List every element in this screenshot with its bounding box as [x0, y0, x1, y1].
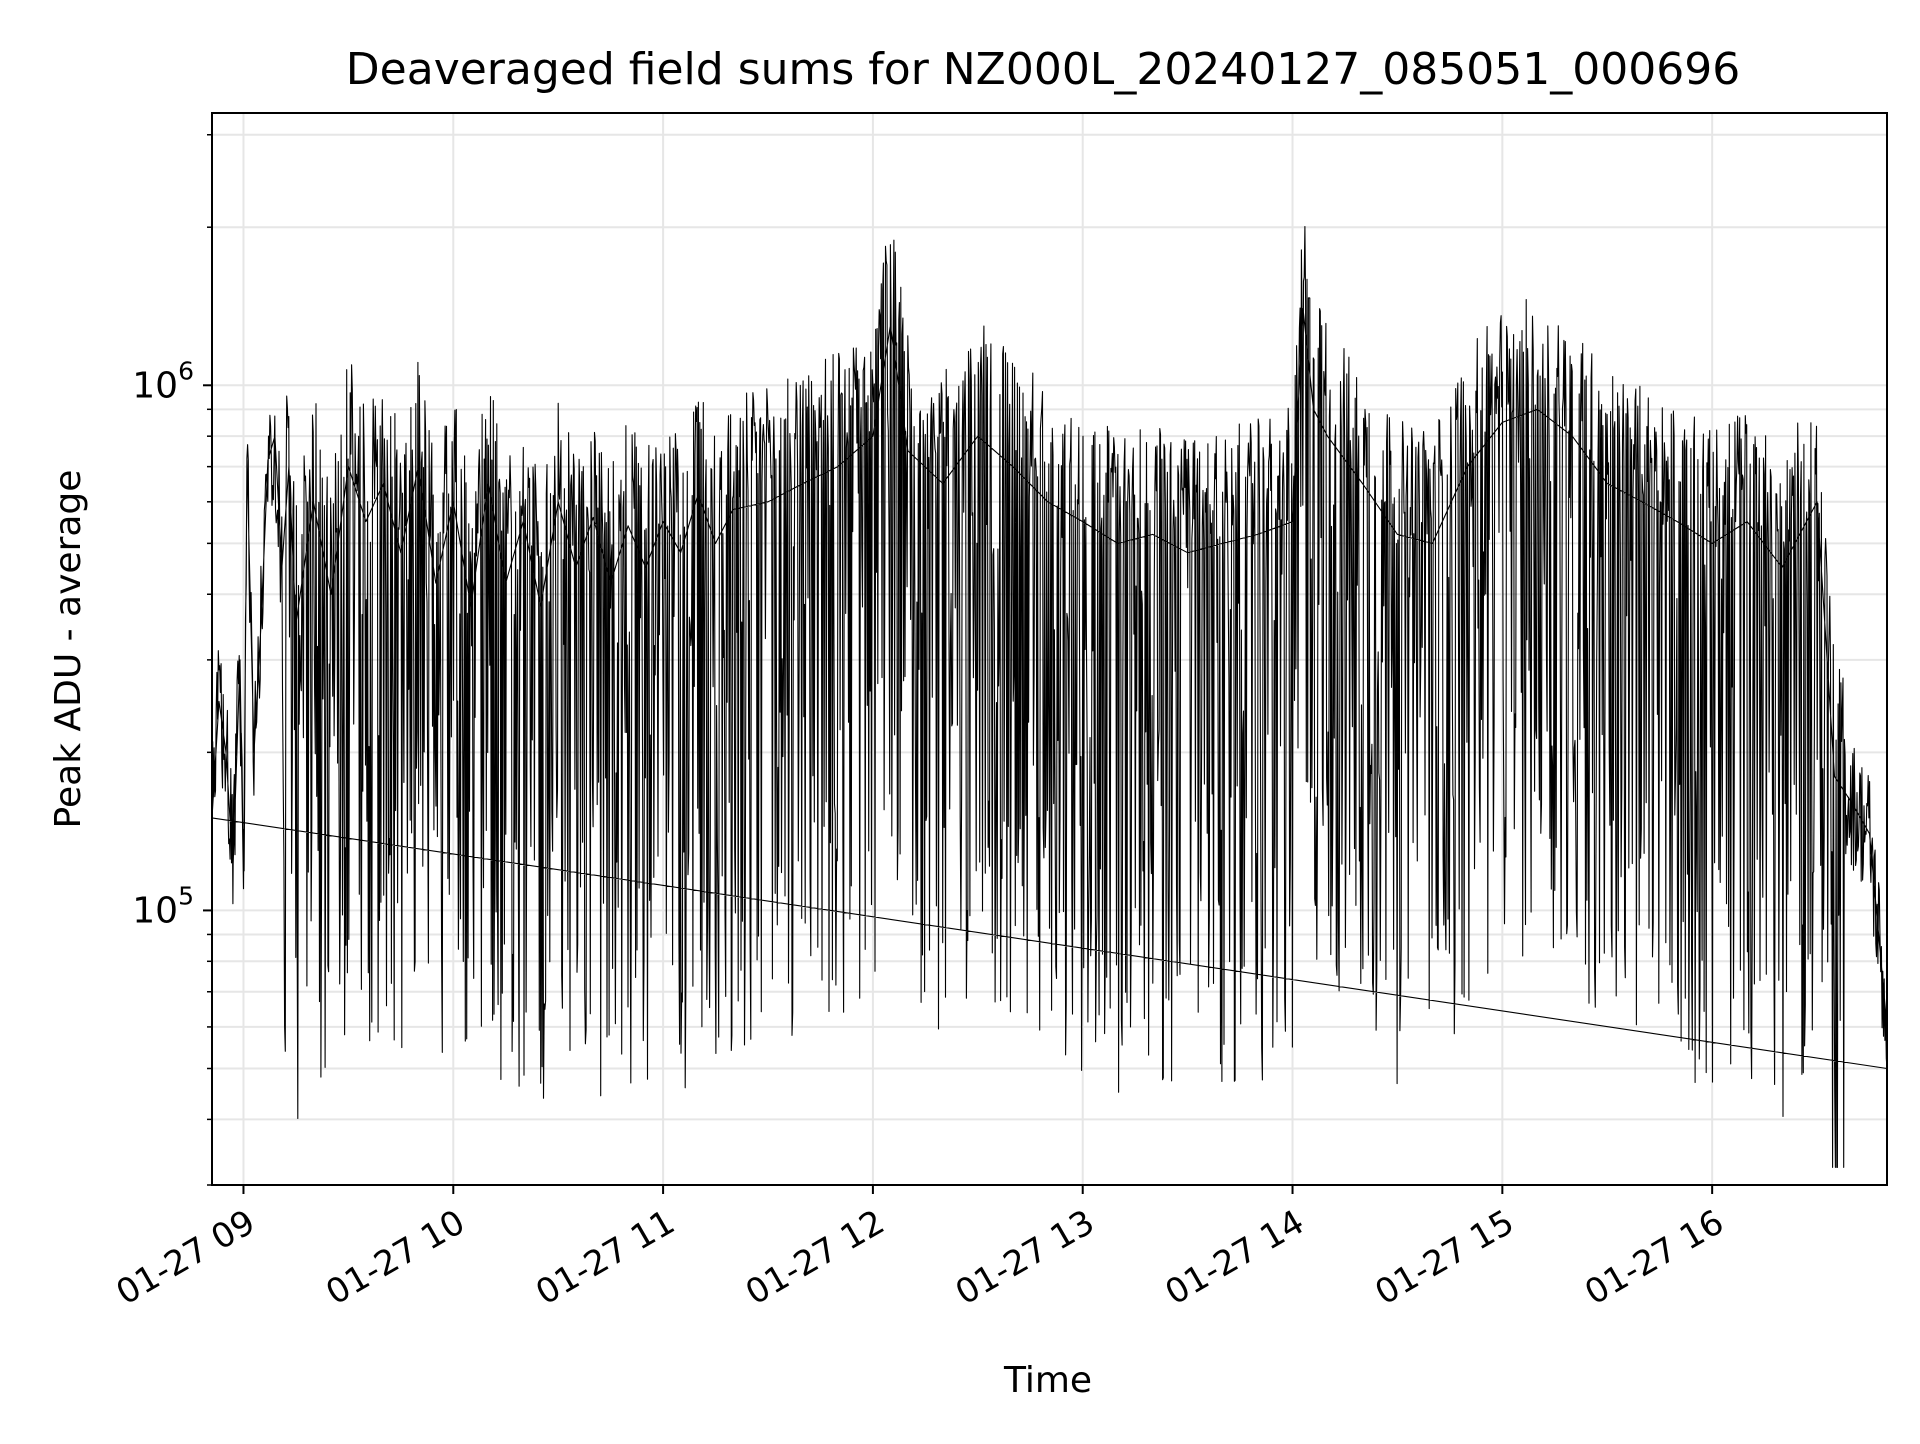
x-tick-label: 01-27 14 — [1159, 1202, 1311, 1313]
data-layer — [211, 226, 1888, 1168]
x-tick-label: 01-27 10 — [319, 1202, 471, 1313]
x-tick-label: 01-27 09 — [110, 1202, 262, 1313]
x-tick-label: 01-27 11 — [529, 1202, 681, 1313]
x-tick-label: 01-27 15 — [1368, 1202, 1520, 1313]
x-tick-label: 01-27 16 — [1578, 1202, 1730, 1313]
x-tick-label: 01-27 12 — [739, 1202, 891, 1313]
chart-title: Deaveraged field sums for NZ000L_2024012… — [346, 44, 1740, 95]
series-line — [211, 226, 1888, 1168]
y-tick-label: 106 — [132, 356, 194, 406]
x-tick-label: 01-27 13 — [949, 1202, 1101, 1313]
y-tick-label: 105 — [132, 881, 194, 931]
plot-area-frame — [211, 112, 1888, 1186]
y-axis-ticks: 105 106 — [132, 133, 212, 1186]
y-axis-label: Peak ADU - average — [48, 470, 89, 829]
x-axis-label: Time — [1003, 1360, 1092, 1401]
x-axis-ticks: 01-27 09 01-27 10 01-27 11 01-27 12 01-27 13… — [110, 1185, 1731, 1313]
